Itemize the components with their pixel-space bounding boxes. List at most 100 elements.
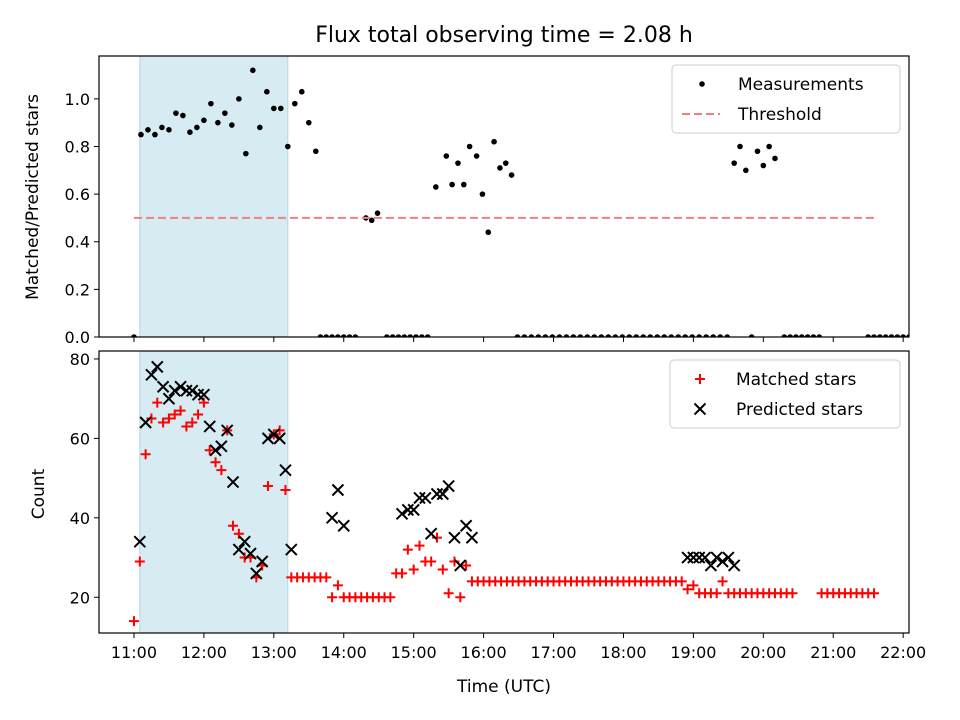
series-matched-stars-point [402, 544, 413, 555]
series-matched-stars-point [163, 413, 174, 424]
series-measurements-point [871, 334, 877, 337]
series-measurements-point [485, 229, 492, 236]
x-tick-label: 17:00 [530, 643, 576, 662]
series-predicted-stars-point [220, 424, 234, 437]
y-tick-label: 0.6 [65, 185, 90, 204]
series-measurements-point [374, 210, 381, 216]
series-measurements-point [626, 334, 633, 337]
series-measurements-point [305, 119, 312, 126]
x-tick-label: 14:00 [321, 643, 367, 662]
y-tick-label: 0.4 [65, 233, 90, 252]
series-matched-stars-point [717, 576, 728, 587]
series-measurements-point [717, 334, 723, 337]
series-predicted-stars-point [174, 380, 187, 393]
series-matched-stars-point [449, 556, 460, 567]
series-predicted-stars-point [203, 420, 216, 433]
series-measurements-point [312, 148, 319, 155]
series-matched-stars-point [443, 588, 454, 599]
series-predicted-stars-point [704, 559, 718, 572]
series-matched-stars-point [408, 564, 419, 575]
series-measurements-point [389, 334, 396, 337]
series-measurements-point [508, 172, 515, 178]
series-measurements-point [340, 334, 347, 337]
series-measurements-point [514, 334, 521, 337]
series-predicted-stars-point [133, 535, 146, 548]
legend-x-swatch [693, 402, 707, 416]
series-matched-stars-point [128, 616, 139, 627]
series-measurements-point [285, 143, 291, 150]
series-matched-stars-point [152, 397, 163, 408]
series-predicted-stars-point [710, 551, 723, 564]
series-predicted-stars-point [244, 547, 257, 560]
series-measurements-point [466, 143, 473, 150]
series-measurements-point [591, 334, 598, 337]
series-predicted-stars-point [687, 551, 700, 564]
series-matched-stars-point [140, 449, 151, 460]
series-measurements-point [696, 334, 703, 337]
y-tick-label: 40 [70, 509, 90, 528]
series-predicted-stars-point [273, 432, 286, 445]
legend-box [671, 64, 901, 134]
plot-area [131, 67, 909, 337]
series-matched-stars-point [455, 592, 466, 603]
series-measurements-point [131, 334, 137, 337]
series-matched-stars-point [688, 580, 699, 591]
series-predicted-stars-point [255, 555, 269, 568]
series-predicted-stars-point [191, 388, 205, 401]
top-plot: 0.0 0.2 0.4 0.6 0.8 1.0 Measurements Threshold [65, 55, 910, 347]
series-measurements-point [455, 160, 461, 166]
series-measurements-point [449, 181, 455, 188]
series-matched-stars-point [216, 465, 227, 476]
series-predicted-stars-point [727, 559, 741, 572]
series-measurements-point [724, 334, 730, 337]
series-predicted-stars-point [465, 531, 479, 544]
shaded-span [139, 55, 289, 338]
y-tick-label: 1.0 [65, 90, 90, 109]
chart-title: Flux total observing time = 2.08 h [315, 23, 693, 48]
series-measurements-point [352, 334, 359, 337]
series-measurements-point [584, 334, 591, 337]
series-predicted-stars-point [681, 551, 694, 564]
series-measurements-point [748, 334, 755, 337]
top-y-axis-label: Matched/Predicted stars [23, 94, 43, 300]
series-measurements-point [152, 131, 158, 138]
series-measurements-point [619, 334, 626, 337]
series-predicted-stars-point [331, 483, 345, 497]
y-tick-label: 60 [70, 429, 90, 448]
series-measurements-point [159, 124, 165, 131]
x-tick-label: 15:00 [391, 643, 437, 662]
series-measurements-point [754, 148, 761, 155]
series-matched-stars-point [437, 564, 448, 575]
series-measurements-point [424, 334, 431, 337]
series-matched-stars-point [175, 405, 186, 416]
axes-frame [98, 55, 910, 338]
series-predicted-stars-point [454, 559, 467, 572]
series-predicted-stars-point [238, 535, 251, 548]
series-measurements-point [278, 105, 284, 112]
series-measurements-point [497, 165, 503, 171]
series-measurements-point [661, 334, 668, 337]
series-measurements-point [654, 334, 661, 337]
series-measurements-point [229, 122, 235, 128]
series-measurements-point [570, 334, 577, 337]
series-measurements-point [804, 334, 811, 337]
x-tick-label: 21:00 [810, 643, 856, 662]
series-matched-stars-point [676, 576, 687, 587]
series-measurements-point [460, 181, 467, 188]
series-predicted-stars-point [407, 503, 420, 517]
series-predicted-stars-point [232, 543, 246, 556]
series-measurements-point [668, 334, 675, 337]
series-measurements-point [384, 334, 390, 337]
series-matched-stars-point [274, 425, 285, 436]
series-measurements-point [419, 334, 425, 337]
series-measurements-point [323, 334, 330, 337]
series-predicted-stars-point [215, 440, 228, 453]
series-measurements-point [810, 334, 817, 337]
series-measurements-point [236, 96, 242, 102]
series-matched-stars-point [682, 584, 693, 595]
y-tick-label: 0.0 [65, 328, 90, 347]
series-matched-stars-point [169, 409, 180, 420]
series-matched-stars-point [431, 532, 442, 543]
series-measurements-point [766, 143, 772, 150]
